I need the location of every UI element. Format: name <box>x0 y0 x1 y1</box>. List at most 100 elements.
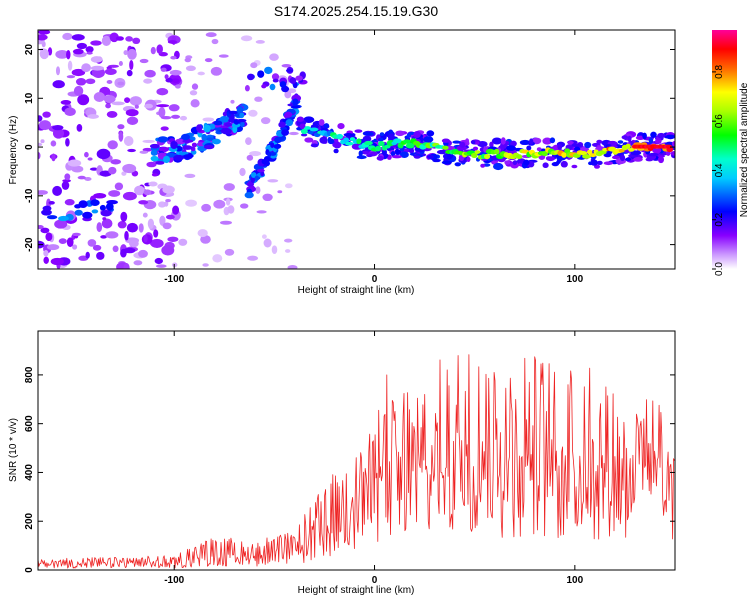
heatmap-cell <box>66 75 76 79</box>
heatmap-cell <box>228 110 238 115</box>
heatmap-cell <box>162 222 172 230</box>
heatmap-cell <box>164 201 169 207</box>
heatmap-cell <box>160 126 169 131</box>
heatmap-cell <box>300 133 308 137</box>
heatmap-cell <box>158 107 166 118</box>
heatmap-cell <box>190 99 200 108</box>
heatmap-cell <box>441 160 452 165</box>
heatmap-cell <box>244 191 254 199</box>
heatmap-cell <box>284 238 293 243</box>
heatmap-cell <box>122 191 137 201</box>
heatmap-cell <box>225 198 231 206</box>
heatmap-cell <box>442 145 449 150</box>
heatmap-cell <box>480 163 486 168</box>
heatmap-cell <box>156 104 170 108</box>
heatmap-cell <box>224 122 233 127</box>
heatmap-cell <box>201 133 208 141</box>
heatmap-cell <box>126 116 139 125</box>
heatmap-cell <box>284 90 292 99</box>
heatmap-cell <box>222 111 227 117</box>
heatmap-cell <box>526 145 532 151</box>
heatmap-cell <box>452 140 461 144</box>
heatmap-cell <box>546 156 555 162</box>
heatmap-cell <box>560 160 568 168</box>
heatmap-cell <box>81 63 91 73</box>
heatmap-cell <box>127 148 136 153</box>
heatmap-cell <box>182 145 193 150</box>
heatmap-cell <box>99 204 106 211</box>
heatmap-cell <box>255 186 261 194</box>
heatmap-cell <box>247 73 255 81</box>
heatmap-cell <box>170 55 177 60</box>
heatmap-cell <box>288 131 299 136</box>
heatmap-cell <box>82 211 93 219</box>
figure-title: S174.2025.254.15.19.G30 <box>274 3 438 19</box>
heatmap-cell <box>87 239 97 247</box>
heatmap-cell <box>657 132 666 139</box>
heatmap-cell <box>589 153 597 158</box>
heatmap-cell <box>105 202 114 211</box>
heatmap-cell <box>299 123 306 130</box>
heatmap-cell <box>556 160 561 165</box>
snr-y-ticks: 0 200 400 600 800 <box>24 366 675 573</box>
heatmap-cell <box>459 141 466 148</box>
heatmap-cell <box>267 151 272 158</box>
heatmap-cell <box>91 209 99 214</box>
heatmap-cell <box>55 50 69 59</box>
heatmap-cell <box>106 110 118 118</box>
heatmap-cell <box>61 181 70 190</box>
colorbar-ticks: 0.0 0.2 0.4 0.6 0.8 <box>712 64 725 276</box>
heatmap-cell <box>92 244 102 251</box>
heatmap-cell <box>171 78 180 84</box>
heatmap-cell <box>381 149 387 156</box>
heatmap-cell <box>254 175 260 181</box>
heatmap-cell <box>304 137 314 143</box>
heatmap-cell <box>552 144 559 151</box>
heatmap-cell <box>281 129 289 136</box>
heatmap-cell <box>250 176 256 183</box>
heatmap-cell <box>134 104 139 109</box>
colorbar-tick-label: 0.0 <box>714 262 725 276</box>
heatmap-cell <box>43 256 49 264</box>
heatmap-cell <box>227 205 235 214</box>
heatmap-cell <box>38 120 52 131</box>
heatmap-cell <box>285 183 293 189</box>
heatmap-cell <box>118 60 123 67</box>
heatmap-cell <box>642 132 647 140</box>
y-tick-label: 200 <box>24 512 35 529</box>
heatmap-cell <box>138 200 149 205</box>
heatmap-cell <box>150 155 159 162</box>
heatmap-cell <box>666 144 672 149</box>
heatmap-cell <box>50 257 64 266</box>
heatmap-cell <box>303 116 315 123</box>
heatmap-cell <box>147 218 155 229</box>
y-tick-label: 20 <box>24 44 35 56</box>
heatmap-cell <box>123 135 134 147</box>
heatmap-cell <box>77 94 90 106</box>
heatmap-cell <box>108 166 117 175</box>
heatmap-cell <box>126 69 133 77</box>
heatmap-cell <box>38 115 43 122</box>
heatmap-cell <box>432 158 441 163</box>
heatmap-cell <box>671 141 675 147</box>
heatmap-cell <box>159 215 166 226</box>
heatmap-cell <box>67 60 73 71</box>
heatmap-cell <box>603 161 614 166</box>
heatmap-cell <box>361 150 370 155</box>
heatmap-cell <box>650 131 657 138</box>
heatmap-cell <box>170 141 178 149</box>
heatmap-cell <box>510 140 517 147</box>
heatmap-cell <box>118 131 124 142</box>
snr-plot-area <box>38 331 675 570</box>
heatmap-cell <box>38 225 44 229</box>
heatmap-cell <box>150 149 158 156</box>
heatmap-cell <box>72 244 78 250</box>
x-tick-label: -100 <box>164 575 184 586</box>
heatmap-cell <box>271 73 280 81</box>
heatmap-cell <box>201 203 211 212</box>
heatmap-cell <box>86 51 93 55</box>
heatmap-cell <box>399 151 409 159</box>
heatmap-cell <box>623 149 630 154</box>
heatmap-cell <box>362 135 372 143</box>
